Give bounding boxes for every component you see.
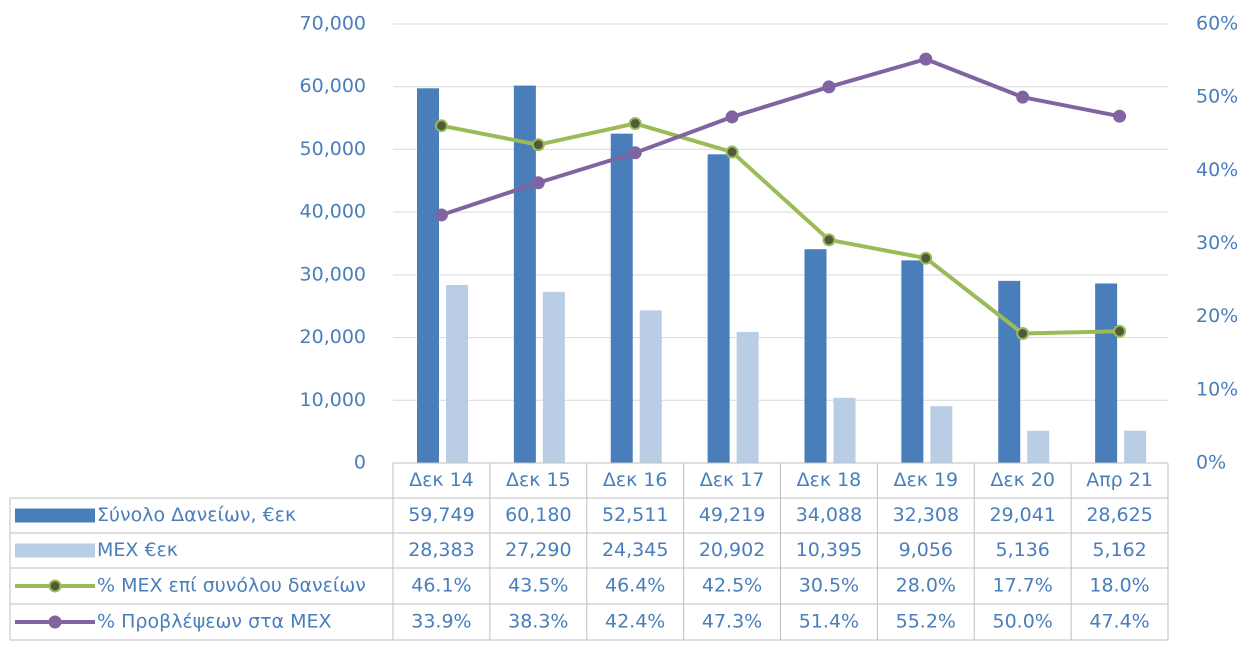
table-cell: 59,749 — [408, 504, 474, 526]
bar — [513, 85, 536, 464]
bar — [901, 260, 924, 463]
table-cell: 32,308 — [893, 504, 959, 526]
table-cell: 42.5% — [702, 575, 762, 597]
table-cell: 29,041 — [989, 504, 1055, 526]
table-cell: 38.3% — [508, 611, 568, 633]
table-cell: 46.4% — [605, 575, 665, 597]
y-tick-label: 70,000 — [300, 13, 366, 35]
y-tick-label: 40,000 — [300, 201, 366, 223]
bar — [707, 154, 730, 464]
bar — [930, 406, 953, 463]
line-marker — [919, 251, 933, 265]
line-marker — [1113, 109, 1127, 123]
table-cell: 52,511 — [602, 504, 668, 526]
line-marker — [1113, 324, 1127, 338]
line-marker — [725, 110, 739, 124]
line-marker — [434, 119, 448, 133]
table-cell: 5,162 — [1092, 539, 1146, 561]
y2-tick-label: 50% — [1196, 86, 1238, 108]
legend-marker — [48, 579, 62, 593]
x-tick-label: Δεκ 19 — [893, 469, 958, 491]
series-line — [441, 121, 1120, 336]
table-cell: 42.4% — [605, 611, 665, 633]
table-cell: 43.5% — [508, 575, 568, 597]
bar — [446, 284, 468, 463]
y-tick-label: 30,000 — [300, 263, 366, 285]
bar — [736, 331, 759, 463]
bar — [610, 133, 633, 463]
table-cell: 10,395 — [796, 539, 862, 561]
x-tick-label: Δεκ 16 — [603, 469, 668, 491]
y2-tick-label: 20% — [1196, 305, 1238, 327]
x-tick-label: Δεκ 15 — [506, 469, 571, 491]
bar — [998, 280, 1021, 463]
table-cell: 27,290 — [505, 539, 571, 561]
bar — [639, 310, 662, 463]
legend-marker — [48, 615, 62, 629]
legend-swatch — [15, 543, 95, 558]
bar — [417, 88, 439, 463]
line-marker — [725, 145, 739, 159]
legend-label: % Προβλέψεων στα ΜΕΧ — [97, 611, 332, 633]
table-cell: 46.1% — [411, 575, 471, 597]
bar — [1124, 430, 1147, 463]
table-cell: 55.2% — [896, 611, 956, 633]
y-tick-label: 10,000 — [300, 389, 366, 411]
line-marker — [822, 80, 836, 94]
x-tick-label: Δεκ 17 — [700, 469, 765, 491]
line-marker — [434, 208, 448, 222]
table-cell: 51.4% — [799, 611, 859, 633]
table-cell: 33.9% — [411, 611, 471, 633]
table-cell: 49,219 — [699, 504, 765, 526]
x-tick-label: Δεκ 18 — [797, 469, 862, 491]
table-cell: 9,056 — [899, 539, 953, 561]
x-tick-label: Απρ 21 — [1086, 469, 1153, 491]
table-cell: 28,383 — [408, 539, 474, 561]
line-marker — [1016, 326, 1030, 340]
legend-label: Σύνολο Δανείων, €εκ — [97, 504, 296, 526]
line-marker — [531, 138, 545, 152]
table-cell: 30.5% — [799, 575, 859, 597]
table-cell: 28.0% — [896, 575, 956, 597]
line-marker — [822, 233, 836, 247]
table-cell: 47.4% — [1089, 611, 1149, 633]
y-tick-label: 60,000 — [300, 75, 366, 97]
y-tick-label: 0 — [354, 452, 366, 474]
y2-tick-label: 30% — [1196, 232, 1238, 254]
bar — [1027, 430, 1050, 463]
table-cell: 60,180 — [505, 504, 571, 526]
line-marker — [1016, 90, 1030, 104]
y2-tick-label: 10% — [1196, 378, 1238, 400]
line-marker — [531, 176, 545, 190]
x-tick-label: Δεκ 14 — [409, 469, 474, 491]
bar — [804, 249, 827, 463]
line-marker — [919, 52, 933, 66]
table-cell: 20,902 — [699, 539, 765, 561]
legend-swatch — [15, 508, 95, 523]
table-cell: 50.0% — [993, 611, 1053, 633]
line-marker — [628, 146, 642, 160]
y2-tick-label: 60% — [1196, 13, 1238, 35]
bar — [833, 397, 856, 463]
table-cell: 34,088 — [796, 504, 862, 526]
bar — [1095, 283, 1118, 463]
y2-tick-label: 0% — [1196, 452, 1226, 474]
table-cell: 5,136 — [995, 539, 1049, 561]
table-cell: 24,345 — [602, 539, 668, 561]
series-line — [440, 57, 1120, 217]
y-tick-label: 20,000 — [300, 326, 366, 348]
y2-tick-label: 40% — [1196, 159, 1238, 181]
legend-label: % ΜΕΧ επί συνόλου δανείων — [97, 575, 366, 597]
y-tick-label: 50,000 — [300, 138, 366, 160]
table-cell: 18.0% — [1089, 575, 1149, 597]
table-cell: 47.3% — [702, 611, 762, 633]
x-tick-label: Δεκ 20 — [990, 469, 1055, 491]
line-marker — [628, 117, 642, 131]
legend-label: ΜΕΧ €εκ — [97, 539, 178, 561]
table-cell: 28,625 — [1086, 504, 1152, 526]
bar — [542, 291, 565, 463]
table-cell: 17.7% — [993, 575, 1053, 597]
